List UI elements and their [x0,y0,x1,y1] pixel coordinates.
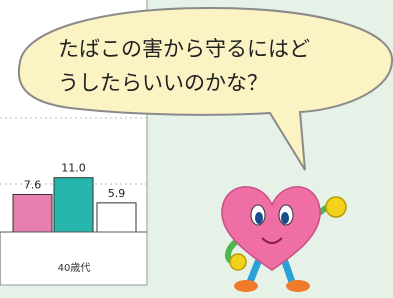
value-label: 7.6 [24,178,42,191]
bar [54,178,93,232]
value-label: 11.0 [61,162,86,175]
value-label: 5.9 [108,187,126,200]
bar [97,203,136,232]
scene: 7.6 11.0 5.9 40歳代 たばこの害から守るにはど うしたらいいのかな？ [0,0,393,298]
bar [13,194,52,232]
bubble-text: うしたらいいのかな？ [58,71,268,95]
x-tick-label: 40歳代 [58,262,91,274]
bubble-text: たばこの害から守るにはど [58,37,310,61]
